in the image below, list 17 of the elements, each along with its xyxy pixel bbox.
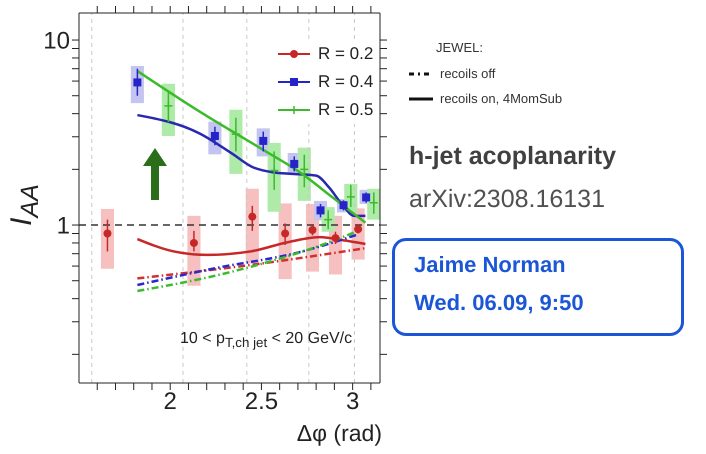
text: h-jet acoplanarity [409, 142, 616, 171]
legend-label: R = 0.5 [318, 99, 374, 121]
legend-label: R = 0.2 [318, 43, 374, 65]
annotation: 10 < p$_{T,ch jet}$ < 20 GeV/c [180, 330, 352, 350]
x-tick-label: 3 [346, 388, 360, 416]
x-tick-label: 2.5 [244, 388, 278, 416]
x-axis-title: Δφ (rad) [296, 420, 382, 447]
x-tick-label: 2 [164, 388, 177, 416]
text: Wed. 06.09, 9:50 [414, 290, 584, 316]
text: recoils on, 4MomSub [439, 91, 562, 106]
y-tick-label: 1 [56, 212, 70, 240]
text: JEWEL: [436, 40, 483, 55]
text: recoils off [439, 66, 496, 81]
legend-label: R = 0.4 [318, 71, 374, 93]
text: Jaime Norman [414, 252, 566, 278]
text: arXiv:2308.16131 [409, 185, 605, 214]
y-tick-label: 10 [43, 28, 70, 55]
